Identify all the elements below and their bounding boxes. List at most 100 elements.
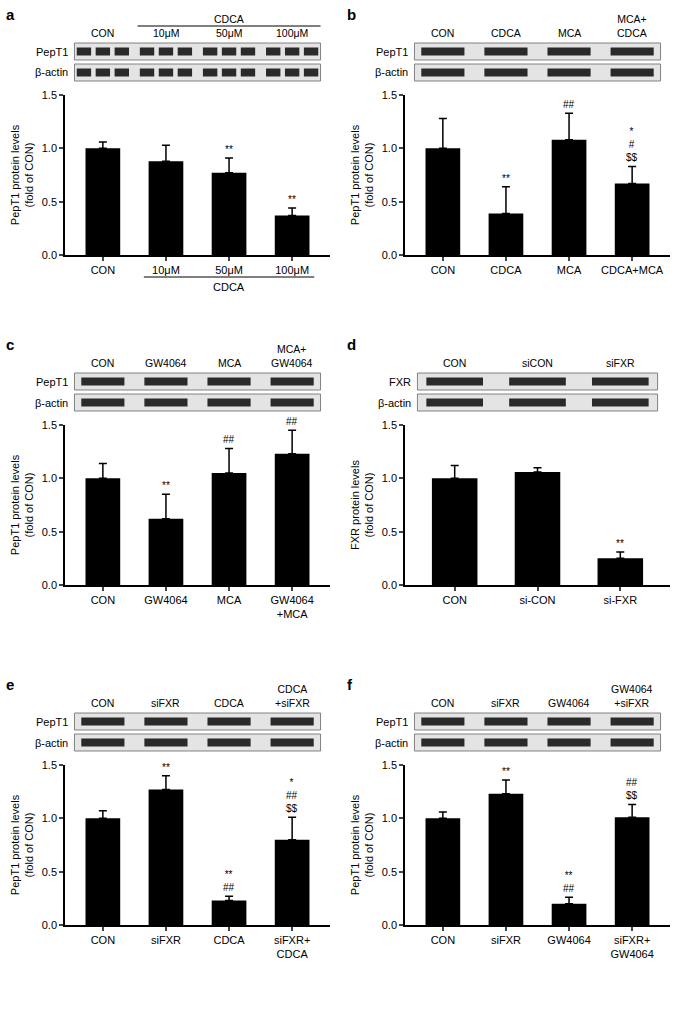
svg-text:β-actin: β-actin — [378, 397, 411, 409]
svg-text:c: c — [6, 336, 14, 353]
svg-text:*#$$: *#$$ — [626, 126, 638, 163]
svg-text:0.5: 0.5 — [382, 866, 397, 878]
svg-text:0.0: 0.0 — [382, 919, 397, 931]
svg-text:CON: CON — [91, 264, 116, 276]
svg-text:siFXR+CDCA: siFXR+CDCA — [274, 934, 310, 960]
svg-text:1.5: 1.5 — [42, 759, 57, 771]
svg-text:MCA: MCA — [558, 27, 581, 39]
svg-text:PepT1: PepT1 — [36, 46, 68, 58]
svg-text:CDCA: CDCA — [213, 934, 245, 946]
svg-text:PepT1 protein levels(fold of C: PepT1 protein levels(fold of CON) — [9, 124, 35, 225]
svg-text:siCON: siCON — [522, 357, 553, 369]
svg-text:1.5: 1.5 — [382, 759, 397, 771]
svg-text:CON: CON — [442, 594, 467, 606]
svg-text:CDCA: CDCA — [490, 264, 522, 276]
svg-text:10μM: 10μM — [153, 27, 179, 39]
svg-text:CDCA+siFXR: CDCA+siFXR — [275, 683, 310, 709]
svg-text:siFXR: siFXR — [491, 934, 521, 946]
svg-text:1.0: 1.0 — [382, 812, 397, 824]
svg-text:β-actin: β-actin — [375, 66, 408, 78]
svg-text:100μM: 100μM — [276, 27, 308, 39]
svg-text:0.0: 0.0 — [382, 249, 397, 261]
svg-text:**##: **## — [223, 869, 235, 893]
svg-text:##: ## — [223, 434, 235, 445]
svg-text:##: ## — [563, 99, 575, 110]
svg-text:1.0: 1.0 — [42, 142, 57, 154]
svg-text:1.0: 1.0 — [42, 812, 57, 824]
svg-text:0.0: 0.0 — [382, 579, 397, 591]
svg-text:e: e — [6, 676, 14, 693]
svg-text:1.5: 1.5 — [42, 89, 57, 101]
svg-text:100μM: 100μM — [275, 264, 309, 276]
svg-text:1.0: 1.0 — [382, 472, 397, 484]
svg-text:*##$$: *##$$ — [286, 777, 298, 814]
svg-text:50μM: 50μM — [216, 27, 242, 39]
svg-text:PepT1: PepT1 — [376, 46, 408, 58]
svg-text:10μM: 10μM — [152, 264, 180, 276]
svg-text:0.5: 0.5 — [42, 196, 57, 208]
svg-text:CDCA: CDCA — [214, 13, 244, 25]
svg-text:CON: CON — [431, 264, 456, 276]
svg-text:0.5: 0.5 — [382, 526, 397, 538]
svg-text:1.0: 1.0 — [382, 142, 397, 154]
svg-text:PepT1: PepT1 — [36, 376, 68, 388]
svg-text:PepT1 protein levels(fold of C: PepT1 protein levels(fold of CON) — [349, 794, 375, 895]
svg-text:PepT1: PepT1 — [36, 716, 68, 728]
svg-text:**: ** — [162, 762, 170, 773]
svg-text:##: ## — [286, 416, 298, 427]
svg-text:**: ** — [616, 538, 624, 549]
svg-text:GW4064+MCA: GW4064+MCA — [270, 594, 313, 620]
svg-text:0.5: 0.5 — [42, 866, 57, 878]
svg-text:PepT1 protein levels(fold of C: PepT1 protein levels(fold of CON) — [349, 124, 375, 225]
svg-text:CON: CON — [91, 594, 116, 606]
svg-text:siFXR: siFXR — [151, 934, 181, 946]
svg-text:CON: CON — [91, 357, 114, 369]
svg-text:0.5: 0.5 — [382, 196, 397, 208]
svg-text:CON: CON — [91, 697, 114, 709]
svg-text:**: ** — [502, 173, 510, 184]
svg-text:d: d — [347, 336, 356, 353]
svg-text:1.0: 1.0 — [42, 472, 57, 484]
svg-text:0.0: 0.0 — [42, 919, 57, 931]
svg-text:GW4064: GW4064 — [548, 697, 590, 709]
svg-text:MCA: MCA — [217, 594, 242, 606]
svg-text:CON: CON — [443, 357, 466, 369]
svg-text:1.5: 1.5 — [42, 419, 57, 431]
svg-text:FXR: FXR — [389, 376, 411, 388]
svg-text:0.0: 0.0 — [42, 249, 57, 261]
svg-text:GW4064: GW4064 — [547, 934, 590, 946]
svg-text:si-CON: si-CON — [519, 594, 555, 606]
svg-text:GW4064: GW4064 — [145, 357, 187, 369]
svg-text:si-FXR: si-FXR — [604, 594, 638, 606]
svg-text:MCA+GW4064: MCA+GW4064 — [271, 343, 313, 369]
svg-text:50μM: 50μM — [215, 264, 243, 276]
svg-text:FXR protein levels(fold of CON: FXR protein levels(fold of CON) — [349, 460, 375, 550]
svg-text:MCA+CDCA: MCA+CDCA — [617, 13, 647, 39]
svg-text:**: ** — [162, 480, 170, 491]
svg-text:β-actin: β-actin — [35, 66, 68, 78]
svg-text:0.5: 0.5 — [42, 526, 57, 538]
svg-text:**: ** — [288, 194, 296, 205]
svg-text:**: ** — [225, 144, 233, 155]
svg-text:a: a — [6, 6, 15, 23]
svg-text:##$$: ##$$ — [626, 777, 638, 801]
svg-text:PepT1 protein levels(fold of C: PepT1 protein levels(fold of CON) — [9, 454, 35, 555]
svg-text:MCA: MCA — [557, 264, 582, 276]
svg-text:f: f — [347, 676, 353, 693]
svg-text:β-actin: β-actin — [35, 397, 68, 409]
svg-text:**: ** — [502, 766, 510, 777]
svg-text:CDCA: CDCA — [214, 697, 244, 709]
svg-text:β-actin: β-actin — [375, 737, 408, 749]
svg-text:siFXR+GW4064: siFXR+GW4064 — [610, 934, 653, 960]
svg-text:CDCA+MCA: CDCA+MCA — [601, 264, 664, 276]
svg-text:GW4064+siFXR: GW4064+siFXR — [611, 683, 653, 709]
svg-text:CON: CON — [91, 934, 116, 946]
svg-text:CON: CON — [431, 697, 454, 709]
svg-text:MCA: MCA — [218, 357, 241, 369]
svg-text:β-actin: β-actin — [35, 737, 68, 749]
svg-text:siFXR: siFXR — [491, 697, 520, 709]
svg-text:PepT1 protein levels(fold of C: PepT1 protein levels(fold of CON) — [9, 794, 35, 895]
svg-text:siFXR: siFXR — [606, 357, 635, 369]
svg-text:CDCA: CDCA — [213, 281, 245, 293]
svg-text:0.0: 0.0 — [42, 579, 57, 591]
